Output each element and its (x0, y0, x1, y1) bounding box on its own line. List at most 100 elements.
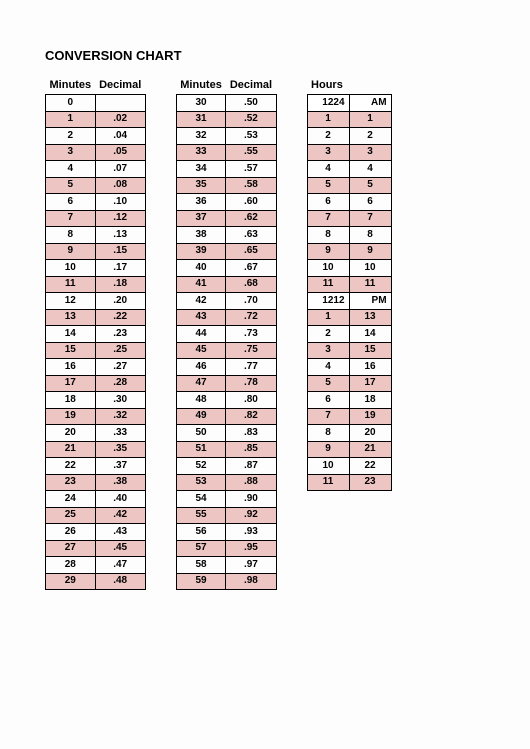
table-row: 77 (307, 210, 391, 227)
cell-decimal: .28 (95, 375, 145, 392)
cell-24hr: 4 (349, 161, 391, 178)
cell-decimal: .82 (226, 408, 276, 425)
table-row: 0 (46, 95, 146, 112)
cell-decimal: .60 (226, 194, 276, 211)
table-row: 517 (307, 375, 391, 392)
table-row: 88 (307, 227, 391, 244)
cell-minutes: 57 (176, 540, 226, 557)
cell-12hr: 6 (307, 194, 349, 211)
table-row: 99 (307, 243, 391, 260)
hours-subheader-row: 1224AM (307, 95, 391, 112)
cell-decimal: .95 (226, 540, 276, 557)
cell-minutes: 21 (46, 441, 96, 458)
cell-decimal: .80 (226, 392, 276, 409)
cell-12hr: 11 (307, 276, 349, 293)
cell-decimal: .05 (95, 144, 145, 161)
table-row: 43.72 (176, 309, 276, 326)
cell-decimal: .25 (95, 342, 145, 359)
table-row: 4.07 (46, 161, 146, 178)
cell-24hr: 21 (349, 441, 391, 458)
cell-minutes: 2 (46, 128, 96, 145)
cell-decimal: .42 (95, 507, 145, 524)
cell-decimal: .23 (95, 326, 145, 343)
cell-decimal: .02 (95, 111, 145, 128)
table-row: 21.35 (46, 441, 146, 458)
table-row: 416 (307, 359, 391, 376)
cell-minutes: 20 (46, 425, 96, 442)
cell-12hr: 4 (307, 161, 349, 178)
cell-decimal: .53 (226, 128, 276, 145)
cell-minutes: 8 (46, 227, 96, 244)
cell-minutes: 45 (176, 342, 226, 359)
cell-12hr: 5 (307, 375, 349, 392)
cell-12hr: 1 (307, 111, 349, 128)
cell-12hr: 2 (307, 128, 349, 145)
hours-subheader-right: AM (349, 95, 391, 112)
cell-decimal: .97 (226, 557, 276, 574)
cell-minutes: 50 (176, 425, 226, 442)
table-row: 34.57 (176, 161, 276, 178)
cell-decimal: .32 (95, 408, 145, 425)
table-row: 46.77 (176, 359, 276, 376)
minutes-table-2: Minutes Decimal 30.5031.5232.5333.5534.5… (176, 77, 277, 590)
cell-decimal: .75 (226, 342, 276, 359)
cell-12hr: 5 (307, 177, 349, 194)
table-row: 11 (307, 111, 391, 128)
cell-24hr: 8 (349, 227, 391, 244)
cell-minutes: 41 (176, 276, 226, 293)
cell-decimal: .55 (226, 144, 276, 161)
cell-minutes: 42 (176, 293, 226, 310)
table-row: 42.70 (176, 293, 276, 310)
table-row: 44.73 (176, 326, 276, 343)
table-row: 49.82 (176, 408, 276, 425)
cell-decimal: .78 (226, 375, 276, 392)
table-row: 8.13 (46, 227, 146, 244)
table-row: 66 (307, 194, 391, 211)
cell-24hr: 6 (349, 194, 391, 211)
cell-12hr: 7 (307, 408, 349, 425)
cell-24hr: 19 (349, 408, 391, 425)
table-row: 27.45 (46, 540, 146, 557)
cell-decimal: .67 (226, 260, 276, 277)
cell-24hr: 17 (349, 375, 391, 392)
cell-decimal: .92 (226, 507, 276, 524)
cell-24hr: 15 (349, 342, 391, 359)
cell-minutes: 9 (46, 243, 96, 260)
cell-minutes: 18 (46, 392, 96, 409)
hours-table: Hours 1224AM1122334455667788991010111112… (307, 77, 392, 491)
table-row: 719 (307, 408, 391, 425)
table-row: 33.55 (176, 144, 276, 161)
cell-decimal: .30 (95, 392, 145, 409)
cell-decimal: .47 (95, 557, 145, 574)
table-row: 30.50 (176, 95, 276, 112)
cell-minutes: 15 (46, 342, 96, 359)
cell-12hr: 2 (307, 326, 349, 343)
cell-decimal: .62 (226, 210, 276, 227)
cell-12hr: 8 (307, 425, 349, 442)
table-row: 1022 (307, 458, 391, 475)
table-row: 7.12 (46, 210, 146, 227)
cell-minutes: 23 (46, 474, 96, 491)
table-row: 921 (307, 441, 391, 458)
cell-decimal: .58 (226, 177, 276, 194)
cell-decimal: .40 (95, 491, 145, 508)
cell-decimal: .04 (95, 128, 145, 145)
table-row: 35.58 (176, 177, 276, 194)
table-row: 47.78 (176, 375, 276, 392)
cell-decimal: .52 (226, 111, 276, 128)
cell-decimal: .83 (226, 425, 276, 442)
cell-minutes: 24 (46, 491, 96, 508)
cell-decimal: .90 (226, 491, 276, 508)
cell-minutes: 33 (176, 144, 226, 161)
table-row: 9.15 (46, 243, 146, 260)
cell-minutes: 37 (176, 210, 226, 227)
page-title: CONVERSION CHART (45, 48, 530, 63)
table-row: 39.65 (176, 243, 276, 260)
cell-decimal: .22 (95, 309, 145, 326)
cell-decimal: .65 (226, 243, 276, 260)
cell-minutes: 10 (46, 260, 96, 277)
cell-minutes: 49 (176, 408, 226, 425)
table-row: 26.43 (46, 524, 146, 541)
cell-decimal: .35 (95, 441, 145, 458)
cell-minutes: 14 (46, 326, 96, 343)
